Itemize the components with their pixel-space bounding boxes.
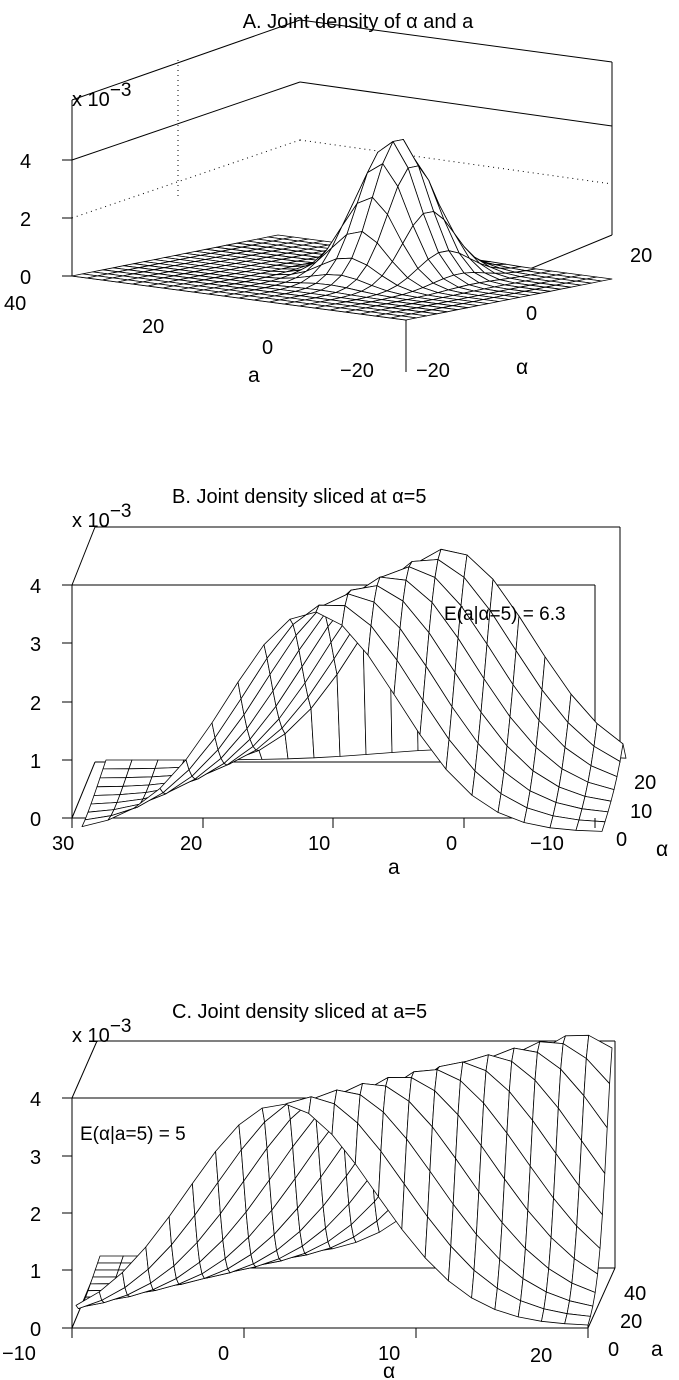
panel-b-ztick-1: 1 bbox=[30, 751, 41, 773]
panel-a-z-ticks: 0 2 4 x 10−3 bbox=[20, 80, 131, 289]
panel-b-x-axis: 30 20 10 0 −10 a bbox=[52, 818, 596, 879]
panel-a-y-axis: −20 0 20 α bbox=[416, 245, 652, 382]
panel-b-z-multiplier: x 10−3 bbox=[72, 501, 131, 532]
panel-a-xlabel: a bbox=[248, 364, 260, 387]
panel-b-xtick-m10: −10 bbox=[530, 833, 564, 855]
panel-c-surface-plot: C. Joint density sliced at a=5 0 1 2 3 4 bbox=[2, 1001, 663, 1380]
panel-a-ztick-2: 2 bbox=[20, 209, 31, 231]
panel-b-mesh-cell bbox=[575, 819, 606, 832]
panel-b-mesh-cell bbox=[96, 777, 127, 788]
panel-b-y-axis: 0 10 20 α bbox=[616, 772, 668, 861]
panel-a-ztick-0: 0 bbox=[20, 267, 31, 289]
panel-a-ytick-m20: −20 bbox=[416, 360, 450, 382]
panel-b-mesh-cell bbox=[318, 593, 349, 607]
panel-c-ztick-4: 4 bbox=[30, 1089, 41, 1111]
panel-c-z-multiplier: x 10−3 bbox=[72, 1016, 131, 1047]
panel-c-xtick-10: 10 bbox=[378, 1343, 400, 1365]
panel-c-z-ticks: 0 1 2 3 4 x 10−3 bbox=[30, 1016, 131, 1341]
panel-c-ytick-40: 40 bbox=[624, 1283, 646, 1305]
panel-a-x-axis: 40 20 0 −20 a bbox=[4, 293, 374, 387]
panel-b-ztick-4: 4 bbox=[30, 576, 41, 598]
panel-c-x-axis: −10 0 10 20 α bbox=[2, 1328, 589, 1380]
panel-c-ztick-1: 1 bbox=[30, 1261, 41, 1283]
panel-c-mesh-cell bbox=[564, 1313, 591, 1326]
panel-b-ztick-3: 3 bbox=[30, 634, 41, 656]
panel-a-title: A. Joint density of α and a bbox=[243, 11, 474, 33]
panel-a-mesh-cell bbox=[390, 315, 417, 321]
panel-b-mesh-cell bbox=[93, 785, 124, 796]
panel-b-mesh-cell bbox=[99, 768, 130, 779]
panel-b-xlabel: a bbox=[388, 856, 400, 879]
panel-a-xtick-20: 20 bbox=[142, 316, 164, 338]
panel-b-surface-plot: B. Joint density sliced at α=5 0 1 2 3 4 bbox=[30, 486, 668, 879]
panel-a-surface-plot: A. Joint density of α and a 0 2 4 bbox=[4, 11, 652, 387]
panel-b-ytick-10: 10 bbox=[630, 801, 652, 823]
panel-b-z-ticks: 0 1 2 3 4 x 10−3 bbox=[30, 501, 131, 831]
panel-a-ytick-20: 20 bbox=[630, 245, 652, 267]
panel-a-ylabel: α bbox=[516, 356, 528, 379]
panel-b-annotation: E(a|α=5) = 6.3 bbox=[444, 604, 566, 625]
panel-b-ztick-0: 0 bbox=[30, 809, 41, 831]
panel-b-mesh-cell bbox=[102, 759, 133, 770]
panel-c-ylabel: a bbox=[651, 1338, 663, 1361]
panel-b-ztick-2: 2 bbox=[30, 693, 41, 715]
panel-c-mesh-cell bbox=[94, 1262, 122, 1271]
panel-b-mesh-cell bbox=[125, 768, 156, 778]
panel-a-z-multiplier: x 10−3 bbox=[72, 80, 131, 111]
panel-a-xtick-40: 40 bbox=[4, 293, 26, 315]
panel-c-ytick-20: 20 bbox=[620, 1311, 642, 1333]
panel-b-ylabel: α bbox=[656, 838, 668, 861]
panel-c-y-axis: 0 20 40 a bbox=[608, 1283, 663, 1361]
panel-a-ytick-0: 0 bbox=[526, 303, 537, 325]
panel-b-xtick-30: 30 bbox=[52, 833, 74, 855]
panel-b-mesh-surface bbox=[81, 548, 627, 832]
panel-c-title: C. Joint density sliced at a=5 bbox=[172, 1001, 427, 1023]
panel-b-xtick-10: 10 bbox=[308, 833, 330, 855]
panel-c-xlabel: α bbox=[383, 1360, 395, 1380]
panel-a-xtick-m20: −20 bbox=[340, 360, 374, 382]
panel-c-ztick-0: 0 bbox=[30, 1319, 41, 1341]
panel-b-title: B. Joint density sliced at α=5 bbox=[172, 486, 426, 508]
panel-c-ztick-2: 2 bbox=[30, 1204, 41, 1226]
panel-b-ytick-20: 20 bbox=[634, 772, 656, 794]
panel-b-mesh-cell bbox=[128, 759, 159, 770]
panel-c-xtick-0: 0 bbox=[218, 1343, 229, 1365]
panel-a-xtick-0: 0 bbox=[262, 337, 273, 359]
panel-c-xtick-m10: −10 bbox=[2, 1343, 36, 1365]
panel-c-mesh-surface bbox=[75, 1034, 613, 1326]
panel-c-ztick-3: 3 bbox=[30, 1147, 41, 1169]
panel-c-ytick-0: 0 bbox=[608, 1339, 619, 1361]
panel-c-xtick-20: 20 bbox=[530, 1345, 552, 1367]
panel-c-annotation: E(α|a=5) = 5 bbox=[80, 1124, 186, 1145]
panel-c-mesh-cell bbox=[97, 1255, 124, 1264]
panel-c-mesh-cell bbox=[92, 1269, 119, 1278]
panel-b-xtick-20: 20 bbox=[180, 833, 202, 855]
panel-a-mesh-surface bbox=[71, 139, 613, 321]
panel-a-ztick-4: 4 bbox=[20, 151, 31, 173]
panel-b-ytick-0: 0 bbox=[616, 829, 627, 851]
panel-b-xtick-0: 0 bbox=[446, 833, 457, 855]
